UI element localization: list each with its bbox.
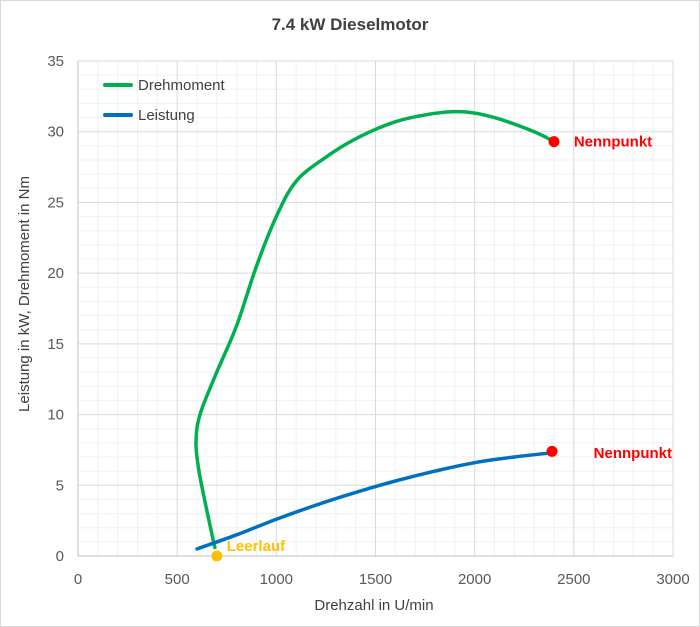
y-tick-label: 15 [47,336,64,353]
series-lines [194,109,556,551]
annotations: Nennpunkt Nennpunkt Leerlauf [227,134,672,555]
tick-labels: 0 500 1000 1500 2000 2500 3000 0 5 10 15 20 25 30 35 [47,53,689,588]
legend-label-leistung: Leistung [138,107,195,124]
y-tick-label: 35 [47,53,64,70]
marker-nennpunkt-leistung [546,445,558,457]
y-tick-label: 25 [47,194,64,211]
marker-nennpunkt-drehmoment [548,136,560,148]
x-tick-label: 1500 [359,571,392,588]
annotation-leerlauf: Leerlauf [227,538,286,555]
marker-leerlauf-leerlauf [211,550,223,562]
x-tick-label: 1000 [260,571,293,588]
series-line-leistung [195,451,554,551]
series-line-drehmoment [194,109,556,550]
x-tick-label: 0 [74,571,82,588]
y-tick-label: 10 [47,407,64,424]
x-tick-label: 3000 [656,571,689,588]
legend-label-drehmoment: Drehmoment [138,77,226,94]
y-tick-label: 30 [47,124,64,141]
legend: Drehmoment Leistung [103,77,226,124]
axes [77,61,673,557]
x-axis-label: Drehzahl in U/min [314,597,433,614]
y-tick-label: 5 [56,477,64,494]
annotation-nennpunkt: Nennpunkt [594,445,672,462]
x-tick-label: 2000 [458,571,491,588]
chart-title: 7.4 kW Dieselmotor [272,15,429,34]
x-tick-label: 500 [165,571,190,588]
y-axis-label: Leistung in kW, Drehmoment in Nm [16,176,33,412]
y-tick-label: 20 [47,265,64,282]
y-tick-label: 0 [56,548,64,565]
x-tick-label: 2500 [557,571,590,588]
point-markers [211,136,560,562]
annotation-nennpunkt: Nennpunkt [574,134,652,151]
